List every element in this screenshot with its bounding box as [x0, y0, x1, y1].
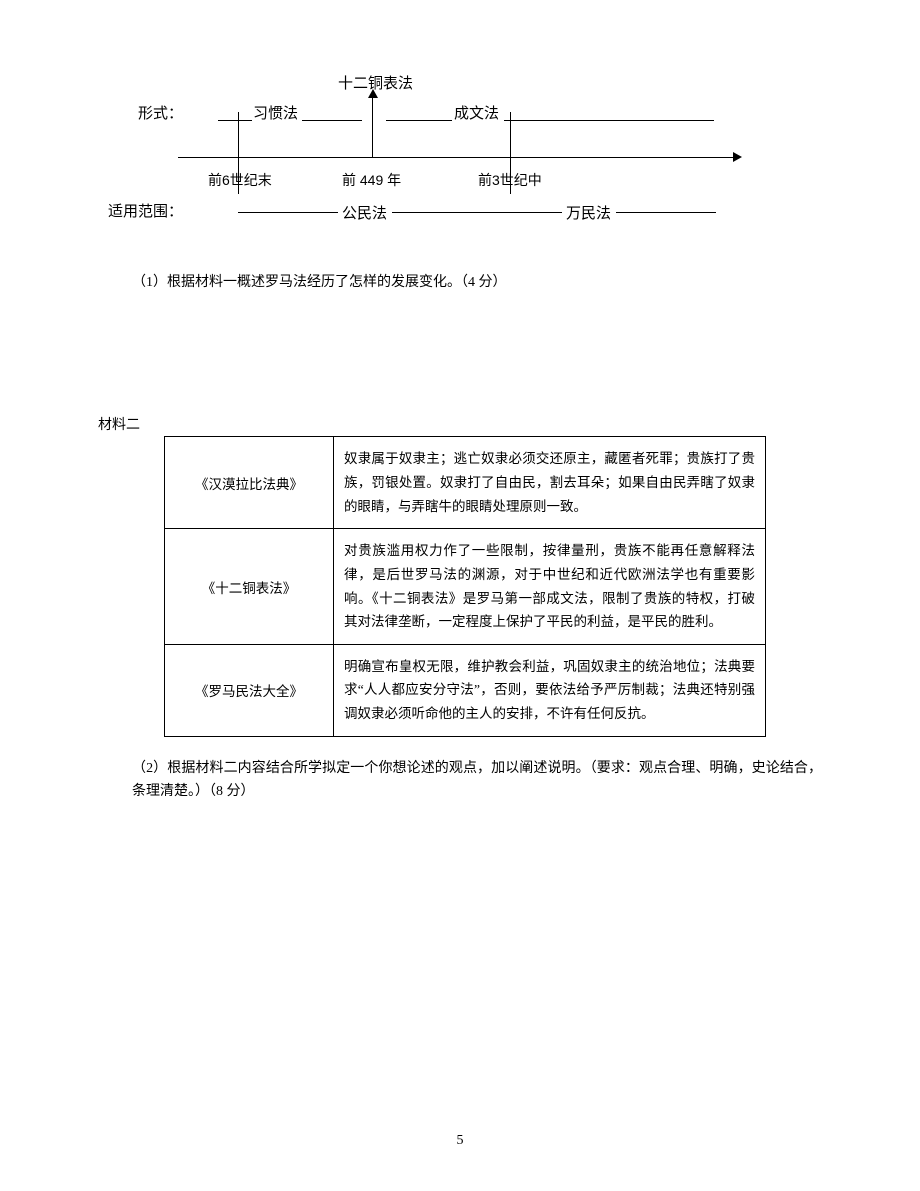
- law-name-cell: 《十二铜表法》: [165, 529, 334, 645]
- page-root: 形式： 适用范围： 十二铜表法 习惯法 成文法 前6世纪末 前 449 年 前3…: [0, 0, 920, 1191]
- diagram-main-axis: [178, 157, 734, 158]
- material-2-heading: 材料二: [98, 414, 822, 434]
- diagram-scope-hline-c: [510, 212, 562, 213]
- law-desc-cell: 奴隶属于奴隶主；逃亡奴隶必须交还原主，藏匿者死罪；贵族打了贵族，罚银处置。奴隶打…: [334, 437, 766, 529]
- diagram-scope-hline-d: [616, 212, 716, 213]
- question-2: （2）根据材料二内容结合所学拟定一个你想论述的观点，加以阐述说明。（要求：观点合…: [132, 757, 822, 805]
- diagram-hline-left-b: [302, 120, 362, 121]
- diagram-hline-right-b: [504, 120, 714, 121]
- law-name-cell: 《罗马民法大全》: [165, 644, 334, 736]
- table-row: 《罗马民法大全》 明确宣布皇权无限，维护教会利益，巩固奴隶主的统治地位；法典要求…: [165, 644, 766, 736]
- diagram-scope-hline-b: [392, 212, 510, 213]
- question-1: （1）根据材料一概述罗马法经历了怎样的发展变化。（4 分）: [132, 272, 822, 294]
- diagram-hline-left-a: [218, 120, 252, 121]
- roman-law-diagram: 形式： 适用范围： 十二铜表法 习惯法 成文法 前6世纪末 前 449 年 前3…: [138, 72, 758, 232]
- diagram-vline-mid: [372, 97, 373, 157]
- diagram-ticklabel-right: 前3世纪中: [478, 170, 542, 190]
- law-desc-cell: 明确宣布皇权无限，维护教会利益，巩固奴隶主的统治地位；法典要求“人人都应安分守法…: [334, 644, 766, 736]
- diagram-label-scope: 适用范围：: [108, 200, 183, 221]
- diagram-seg-left: 习惯法: [253, 102, 298, 123]
- diagram-scope-hline-a: [238, 212, 338, 213]
- law-codes-table: 《汉漠拉比法典》 奴隶属于奴隶主；逃亡奴隶必须交还原主，藏匿者死罪；贵族打了贵族…: [164, 436, 766, 736]
- table-row: 《十二铜表法》 对贵族滥用权力作了一些限制，按律量刑，贵族不能再任意解释法律，是…: [165, 529, 766, 645]
- diagram-bottom-right: 万民法: [566, 202, 611, 223]
- arrow-up-icon: [368, 89, 378, 98]
- law-desc-cell: 对贵族滥用权力作了一些限制，按律量刑，贵族不能再任意解释法律，是后世罗马法的渊源…: [334, 529, 766, 645]
- diagram-label-form: 形式：: [138, 102, 183, 123]
- arrow-right-icon: [733, 152, 742, 162]
- diagram-ticklabel-mid: 前 449 年: [342, 170, 401, 190]
- page-number: 5: [0, 1133, 920, 1149]
- diagram-bottom-left: 公民法: [342, 202, 387, 223]
- diagram-ticklabel-left: 前6世纪末: [208, 170, 272, 190]
- law-name-cell: 《汉漠拉比法典》: [165, 437, 334, 529]
- table-row: 《汉漠拉比法典》 奴隶属于奴隶主；逃亡奴隶必须交还原主，藏匿者死罪；贵族打了贵族…: [165, 437, 766, 529]
- diagram-hline-right-a: [386, 120, 452, 121]
- diagram-seg-right: 成文法: [454, 102, 499, 123]
